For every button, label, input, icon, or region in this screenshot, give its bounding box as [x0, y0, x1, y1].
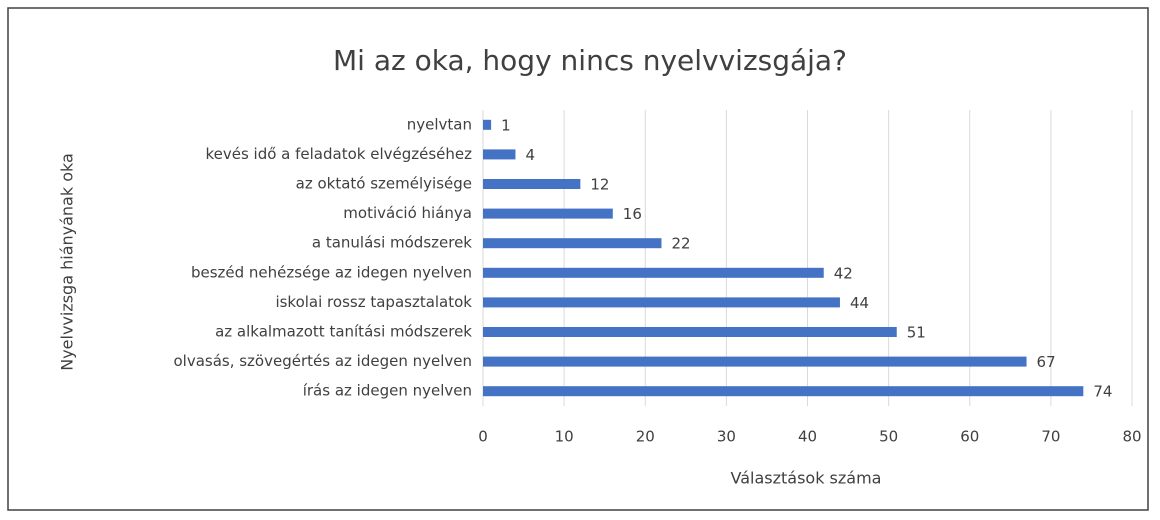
y-tick-label: írás az idegen nyelven: [303, 382, 472, 400]
y-tick-label: nyelvtan: [407, 115, 472, 133]
y-tick-label: az oktató személyisége: [296, 175, 472, 193]
x-tick-label: 80: [1122, 428, 1141, 446]
bar: [483, 386, 1084, 397]
data-label: 67: [1037, 353, 1056, 371]
x-tick-label: 10: [555, 428, 574, 446]
x-tick-label: 70: [1041, 428, 1060, 446]
y-tick-label: iskolai rossz tapasztalatok: [275, 293, 472, 311]
y-tick-label: motiváció hiánya: [343, 204, 472, 222]
bar: [483, 179, 581, 189]
y-tick-label: beszéd nehézsége az idegen nyelven: [191, 263, 472, 281]
bar: [483, 238, 662, 249]
x-tick-label: 50: [879, 428, 898, 446]
data-label: 51: [907, 324, 926, 342]
bar: [483, 267, 824, 278]
data-label: 16: [623, 205, 642, 223]
x-tick-label: 20: [636, 428, 655, 446]
x-axis-label: Választások száma: [731, 469, 882, 488]
data-label: 1: [501, 116, 511, 134]
bar: [483, 119, 492, 130]
data-label: 12: [590, 176, 609, 194]
bar: [483, 297, 840, 308]
bar: [483, 208, 613, 219]
x-tick-label: 30: [717, 428, 736, 446]
data-label: 44: [850, 294, 869, 312]
y-tick-label: olvasás, szövegértés az idegen nyelven: [173, 352, 472, 370]
y-tick-label: az alkalmazott tanítási módszerek: [215, 323, 472, 341]
y-tick-label: kevés idő a feladatok elvégzéséhez: [205, 145, 472, 163]
x-tick-label: 0: [478, 428, 488, 446]
x-tick-label: 60: [960, 428, 979, 446]
data-label: 22: [671, 235, 690, 253]
y-tick-label: a tanulási módszerek: [312, 234, 472, 252]
x-tick-label: 40: [798, 428, 817, 446]
data-label: 4: [525, 146, 535, 164]
data-label: 42: [834, 264, 853, 282]
chart-title: Mi az oka, hogy nincs nyelvvizsgája?: [333, 44, 847, 77]
bar: [483, 327, 897, 337]
bar: [483, 356, 1027, 367]
y-axis-label: Nyelvvizsga hiányának oka: [58, 153, 77, 371]
bar: [483, 149, 516, 160]
chart-border: [7, 7, 1149, 511]
data-label: 74: [1093, 383, 1112, 401]
